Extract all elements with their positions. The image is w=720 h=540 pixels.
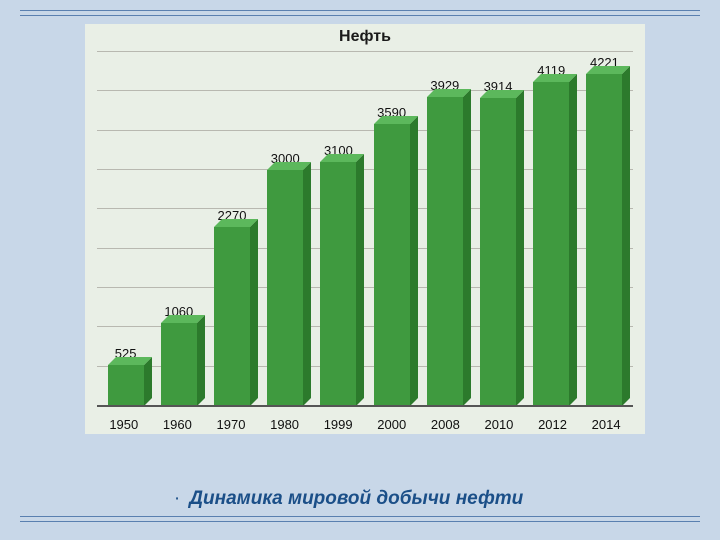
- chart-title: Нефть: [85, 28, 645, 46]
- bar: [586, 74, 622, 406]
- bar-slot: 3100: [312, 52, 365, 406]
- bar: [374, 124, 410, 406]
- x-tick-label: 1960: [151, 417, 205, 432]
- x-tick-label: 1970: [204, 417, 258, 432]
- bar: [214, 227, 250, 406]
- bars-container: 525106022703000310035903929391441194221: [97, 52, 633, 406]
- chart-figure: Нефть 5251060227030003100359039293914411…: [85, 24, 645, 434]
- bar-slot: 4119: [525, 52, 578, 406]
- chart-plot-area: 525106022703000310035903929391441194221: [97, 52, 633, 406]
- x-tick-label: 2014: [579, 417, 633, 432]
- page: Нефть 5251060227030003100359039293914411…: [0, 0, 720, 540]
- bar-slot: 2270: [205, 52, 258, 406]
- caption-wrap: · Динамика мировой добычи нефти: [20, 488, 700, 522]
- bar-slot: 4221: [578, 52, 631, 406]
- x-tick-label: 2008: [419, 417, 473, 432]
- x-tick-label: 2012: [526, 417, 580, 432]
- bar: [108, 365, 144, 406]
- x-axis-baseline: [97, 405, 633, 407]
- x-tick-label: 1950: [97, 417, 151, 432]
- bar: [320, 162, 356, 406]
- bar: [267, 170, 303, 406]
- bar: [480, 98, 516, 406]
- bar: [161, 323, 197, 406]
- bar-slot: 3590: [365, 52, 418, 406]
- x-tick-label: 1999: [311, 417, 365, 432]
- top-rule: [20, 10, 700, 16]
- bar: [533, 82, 569, 406]
- bar: [427, 97, 463, 406]
- bottom-rule: [20, 516, 700, 522]
- bar-slot: 525: [99, 52, 152, 406]
- bullet-icon: ·: [170, 488, 184, 510]
- bar-slot: 3929: [418, 52, 471, 406]
- x-tick-label: 1980: [258, 417, 312, 432]
- bar-slot: 3000: [259, 52, 312, 406]
- bar-slot: 1060: [152, 52, 205, 406]
- caption-text: Динамика мировой добычи нефти: [189, 488, 523, 509]
- x-tick-label: 2010: [472, 417, 526, 432]
- caption: · Динамика мировой добычи нефти: [20, 488, 700, 510]
- x-axis-labels: 1950196019701980199920002008201020122014: [97, 417, 633, 432]
- bar-slot: 3914: [471, 52, 524, 406]
- x-tick-label: 2000: [365, 417, 419, 432]
